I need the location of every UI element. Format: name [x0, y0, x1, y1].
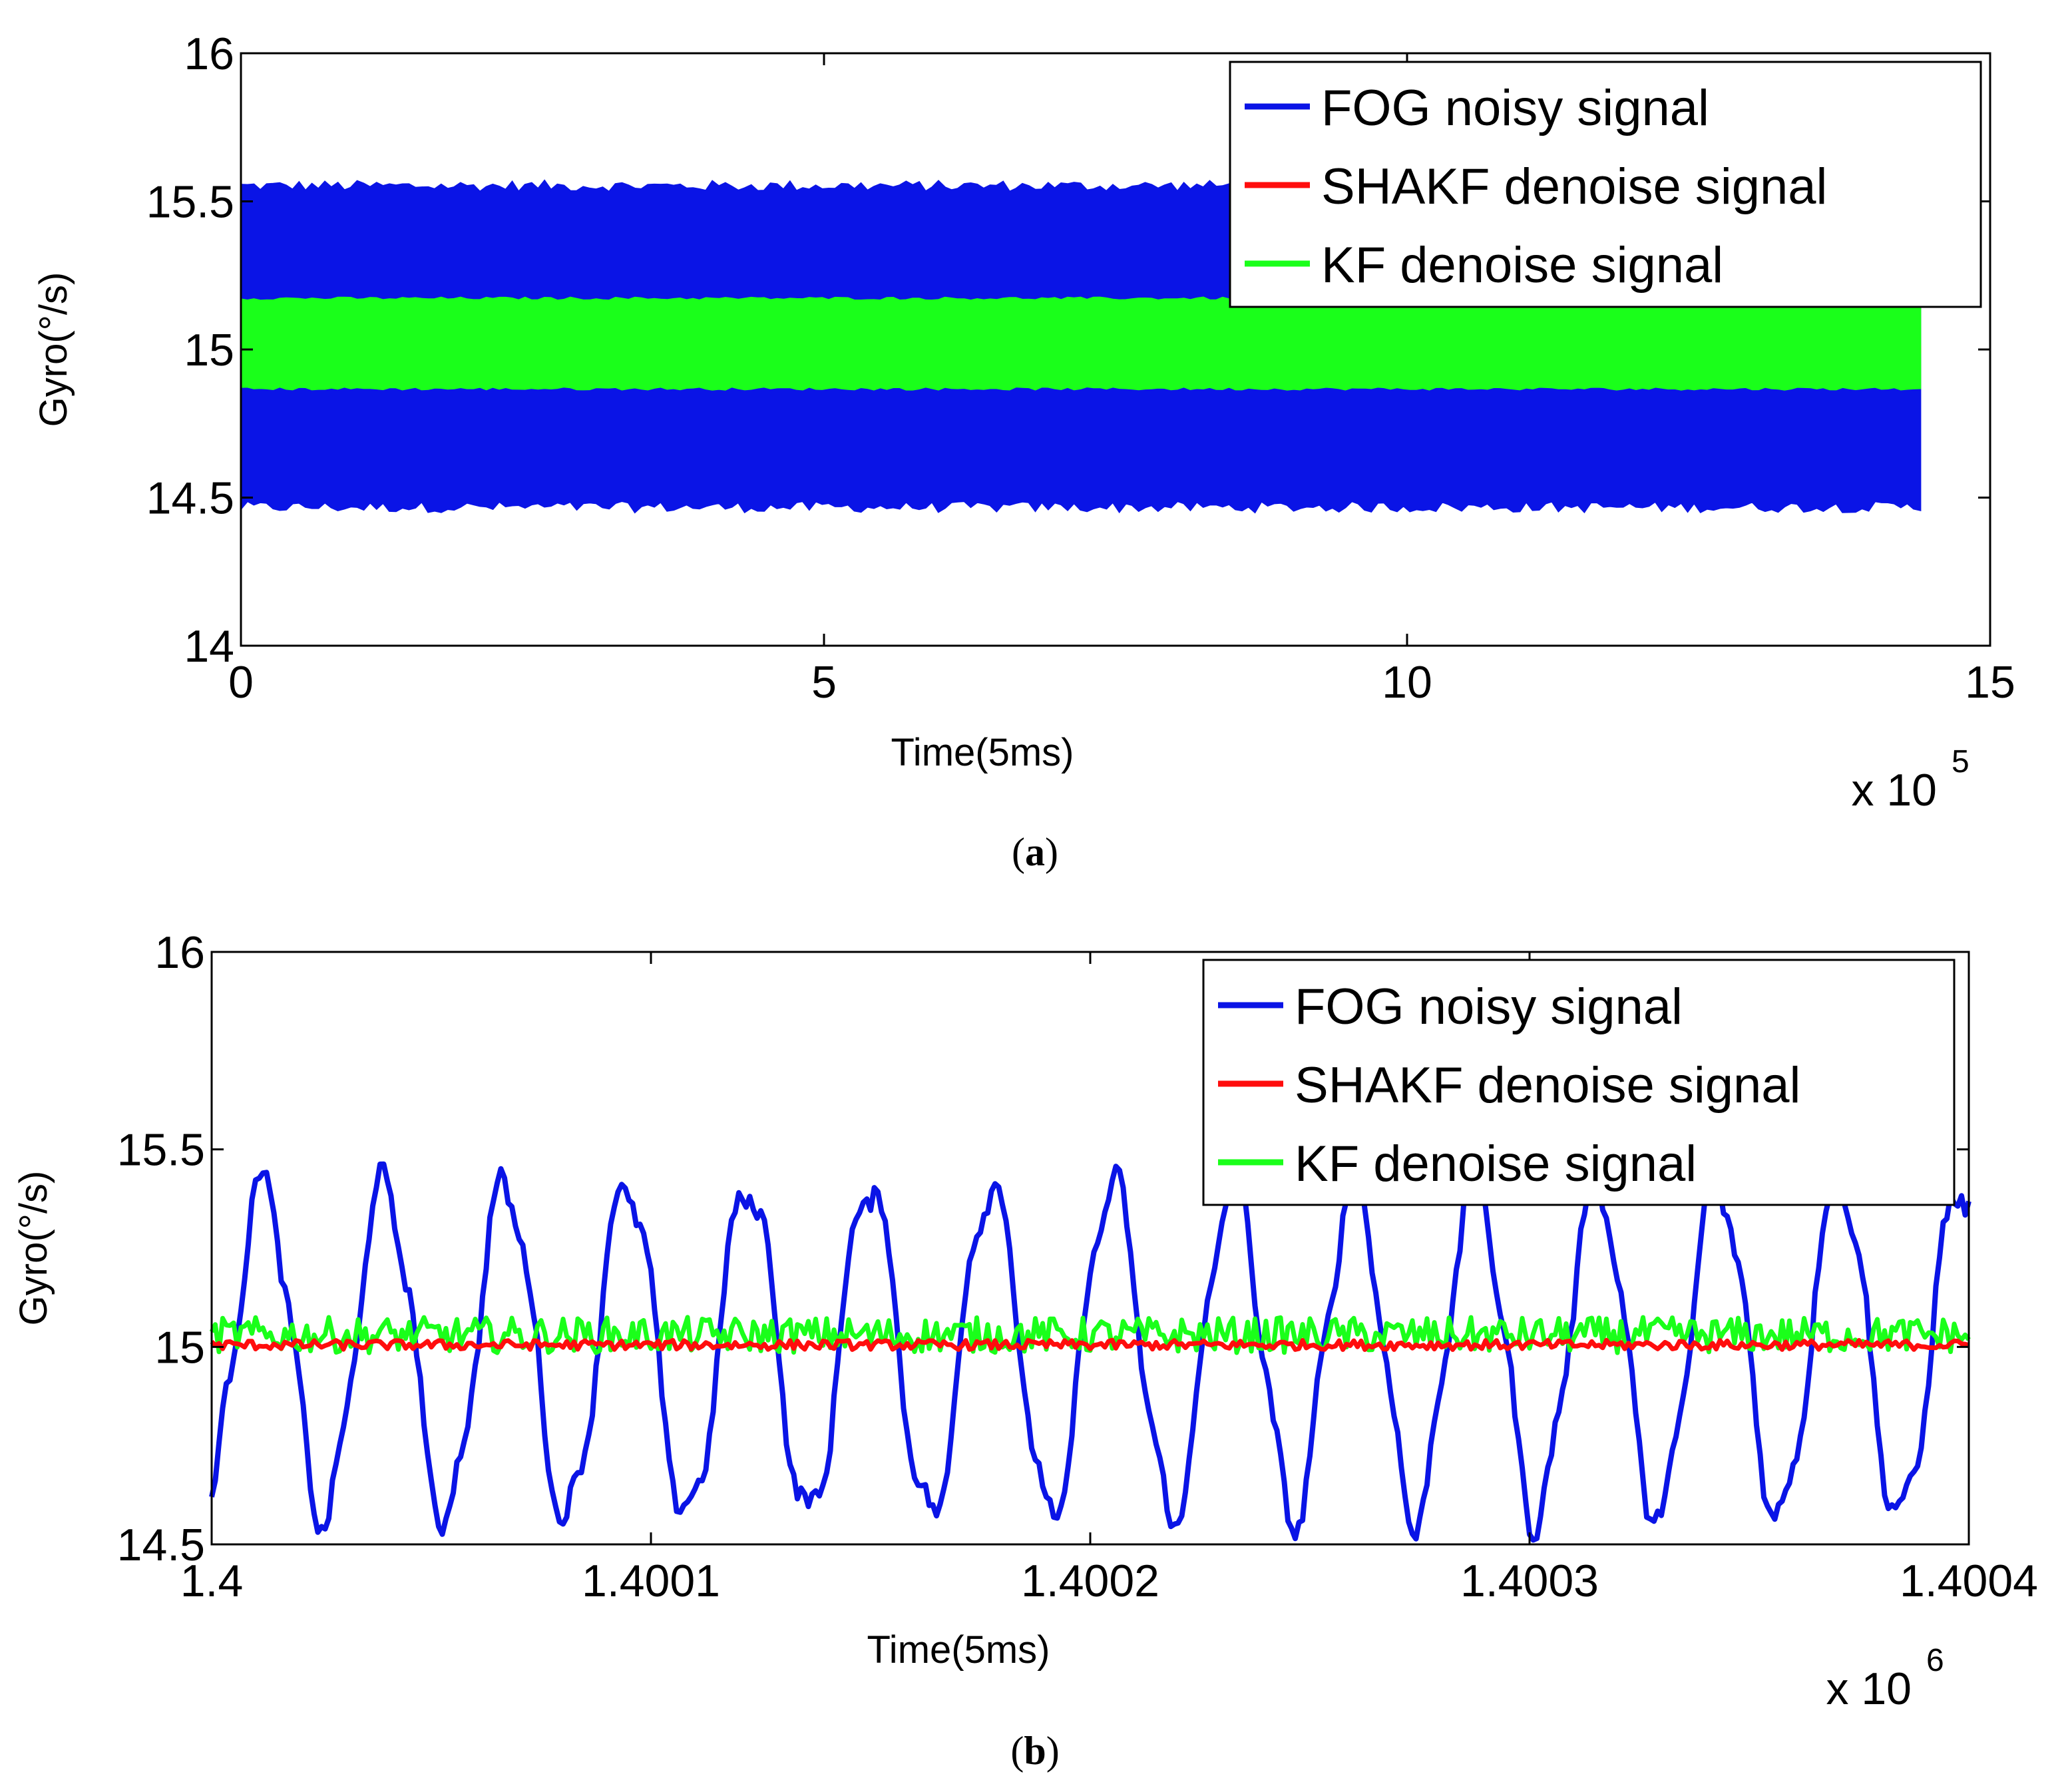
panel-a-ytick-label: 14.5	[146, 473, 234, 524]
panel-a-ytick-label: 16	[184, 29, 234, 79]
panel-a-x-multiplier-exponent: 5	[1952, 744, 1969, 780]
panel-a-ytick-label: 14	[184, 621, 234, 672]
panel-b-xtick-label: 1.4001	[582, 1556, 720, 1606]
panel-a-legend-label-noisy: FOG noisy signal	[1321, 80, 1709, 136]
panel-b-ticks: 1.4 1.4001 1.4002 1.4003 1.4004 14.5 15 15.5 16	[117, 927, 2038, 1606]
panel-b-legend-label-shakf: SHAKF denoise signal	[1295, 1057, 1800, 1114]
panel-b-legend: FOG noisy signal SHAKF denoise signal KF…	[1202, 959, 1956, 1206]
panel-b-ytick-label: 15	[154, 1322, 205, 1373]
panel-a-series-kf	[240, 296, 1922, 391]
panel-a-x-multiplier: x 10	[1851, 765, 1937, 815]
panel-b-caption: (b)	[1010, 1729, 1059, 1773]
panel-a-xtick-label: 0	[228, 657, 254, 708]
panel-a-xtick-label: 15	[1965, 657, 2015, 708]
panel-a: 0 5 10 15 14 14.5 15 15.5 16 Time(5ms) Gyro(°/s)…	[32, 29, 2015, 874]
panel-b-xtick-label: 1.4003	[1460, 1556, 1599, 1606]
panel-b-legend-box	[1202, 959, 1956, 1206]
panel-b-xtick-label: 1.4	[180, 1556, 244, 1606]
panel-b-ylabel: Gyro(°/s)	[12, 1171, 55, 1326]
panel-a-legend-label-shakf: SHAKF denoise signal	[1321, 158, 1827, 215]
panel-a-ylabel: Gyro(°/s)	[32, 272, 75, 427]
panel-a-caption: (a)	[1012, 830, 1058, 874]
panel-b: 1.4 1.4001 1.4002 1.4003 1.400414.51515.516 …	[12, 927, 2038, 1773]
panel-a-ytick-label: 15	[184, 325, 234, 375]
panel-b-xlabel: Time(5ms)	[867, 1628, 1050, 1672]
panel-b-ytick-label: 16	[154, 927, 205, 978]
panel-a-ytick-label: 15.5	[146, 177, 234, 228]
panel-a-xtick-label: 5	[811, 657, 837, 708]
panel-b-xtick-label: 1.4002	[1021, 1556, 1159, 1606]
panel-a-legend: FOG noisy signal SHAKF denoise signal KF…	[1229, 61, 1982, 308]
panel-a-xlabel: Time(5ms)	[891, 731, 1074, 774]
panel-a-ticks: 0 5 10 15 14 14.5 15 15.5 16	[146, 29, 2015, 708]
panel-b-legend-label-noisy: FOG noisy signal	[1295, 979, 1683, 1035]
panel-a-legend-box	[1229, 61, 1982, 308]
panel-a-legend-label-kf: KF denoise signal	[1321, 237, 1723, 294]
panel-b-legend-label-kf: KF denoise signal	[1295, 1136, 1697, 1192]
panel-b-xtick-label: 1.4004	[1900, 1556, 2038, 1606]
panel-b-x-multiplier-exponent: 6	[1926, 1643, 1944, 1678]
panel-b-ytick-label: 15.5	[117, 1125, 205, 1176]
panel-a-xtick-label: 10	[1382, 657, 1432, 708]
panel-b-series-shakf	[210, 1337, 1969, 1352]
panel-b-plot-area	[209, 1161, 1971, 1543]
panel-b-series-noisy	[209, 1161, 1971, 1543]
panel-b-x-multiplier: x 10	[1826, 1664, 1912, 1714]
panel-b-ytick-label: 14.5	[117, 1520, 205, 1570]
